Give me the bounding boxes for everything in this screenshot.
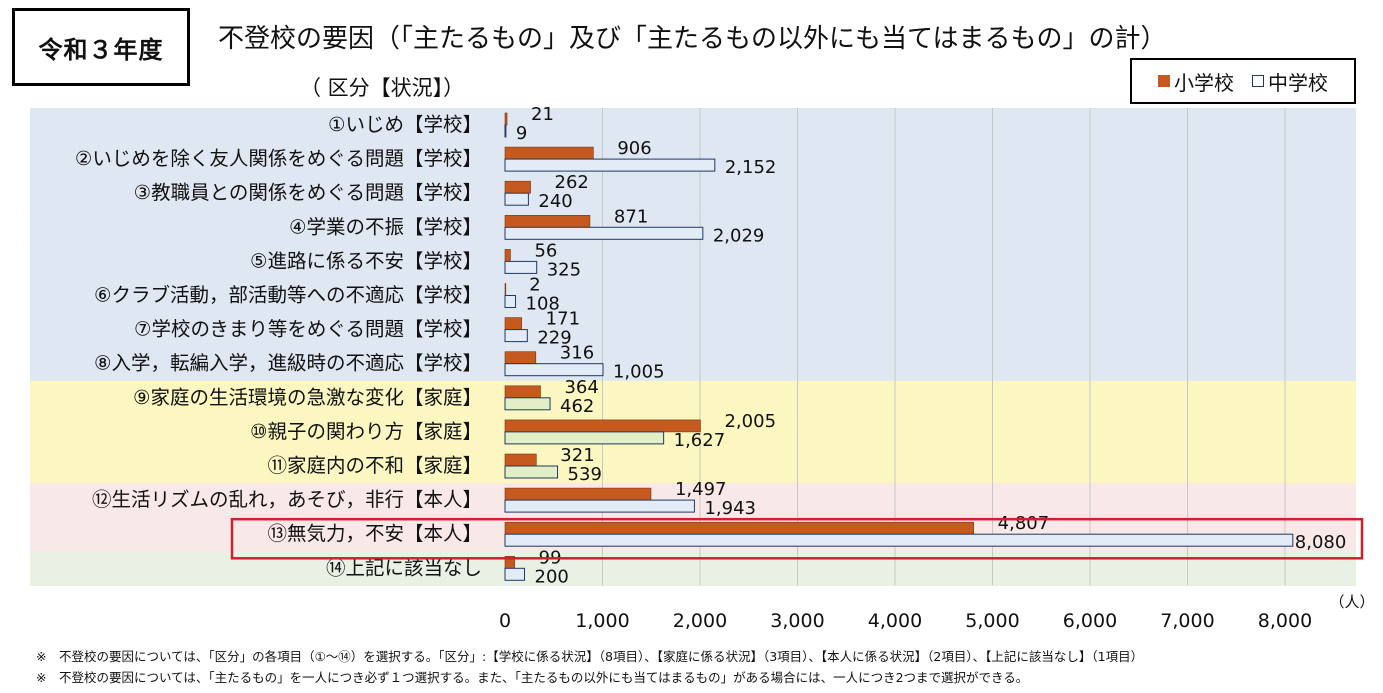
value-label-elementary-4: 871 — [614, 206, 648, 227]
value-label-elementary-9: 364 — [564, 377, 598, 398]
bar-junior-high-4 — [505, 227, 703, 239]
bar-elementary-7 — [505, 318, 522, 330]
band-school-5 — [30, 244, 1356, 279]
x-tick-label-6,000: 6,000 — [1063, 610, 1117, 632]
x-tick-label-1,000: 1,000 — [575, 610, 629, 632]
bar-chart: 2199062,1522622408712,029563252108171229… — [0, 0, 1383, 693]
category-bands — [30, 108, 1356, 586]
value-label-junior-high-9: 462 — [560, 396, 594, 417]
value-label-junior-high-3: 240 — [538, 191, 572, 212]
x-tick-label-4,000: 4,000 — [868, 610, 922, 632]
bar-junior-high-12 — [505, 500, 694, 512]
value-label-elementary-3: 262 — [555, 172, 589, 193]
band-school-1 — [30, 108, 1356, 143]
value-label-elementary-12: 1,497 — [675, 479, 727, 500]
bar-junior-high-1 — [505, 125, 506, 137]
x-tick-label-2,000: 2,000 — [673, 610, 727, 632]
bar-elementary-11 — [505, 454, 536, 466]
x-tick-label-0: 0 — [499, 610, 511, 632]
value-label-junior-high-10: 1,627 — [674, 430, 726, 451]
bar-elementary-12 — [505, 488, 651, 500]
bar-junior-high-10 — [505, 432, 664, 444]
bar-junior-high-11 — [505, 466, 558, 478]
category-label-2: ②いじめを除く友人関係をめぐる問題【学校】 — [75, 147, 482, 170]
value-label-elementary-11: 321 — [560, 445, 594, 466]
bar-junior-high-9 — [505, 398, 550, 410]
bar-elementary-8 — [505, 352, 536, 364]
category-label-8: ⑧入学，転編入学，進級時の不適応【学校】 — [94, 352, 482, 375]
category-label-9: ⑨家庭の生活環境の急激な変化【家庭】 — [133, 386, 482, 409]
category-label-3: ③教職員との関係をめぐる問題【学校】 — [134, 181, 482, 204]
bar-elementary-3 — [505, 181, 531, 193]
value-label-elementary-13: 4,807 — [998, 513, 1050, 534]
bar-elementary-10 — [505, 420, 700, 432]
value-label-junior-high-12: 1,943 — [704, 498, 756, 519]
value-label-elementary-5: 56 — [534, 240, 557, 261]
category-label-5: ⑤進路に係る不安【学校】 — [250, 249, 482, 272]
value-label-junior-high-11: 539 — [568, 464, 602, 485]
value-label-junior-high-2: 2,152 — [725, 157, 777, 178]
category-label-13: ⑬無気力，不安【本人】 — [267, 522, 482, 545]
bar-elementary-6 — [505, 284, 506, 296]
value-label-elementary-8: 316 — [560, 343, 594, 364]
bar-junior-high-14 — [505, 568, 525, 580]
bar-elementary-1 — [505, 113, 507, 125]
category-label-7: ⑦学校のきまり等をめぐる問題【学校】 — [134, 318, 482, 341]
bar-junior-high-3 — [505, 193, 528, 205]
value-label-elementary-2: 906 — [617, 138, 651, 159]
bar-elementary-5 — [505, 249, 510, 261]
footnote-1: ※ 不登校の要因については、「区分」の各項目（①～⑭）を選択する。「区分」:【学… — [36, 646, 1143, 667]
band-other-14 — [30, 551, 1356, 586]
value-label-junior-high-1: 9 — [516, 123, 527, 144]
x-tick-label-7,000: 7,000 — [1160, 610, 1214, 632]
footnotes: ※ 不登校の要因については、「区分」の各項目（①～⑭）を選択する。「区分」:【学… — [36, 646, 1143, 688]
value-label-elementary-6: 2 — [529, 275, 540, 296]
value-label-junior-high-8: 1,005 — [613, 362, 665, 383]
bar-elementary-9 — [505, 386, 540, 398]
bar-junior-high-5 — [505, 261, 537, 273]
x-tick-label-5,000: 5,000 — [965, 610, 1019, 632]
category-label-10: ⑩親子の関わり方【家庭】 — [250, 420, 482, 443]
bar-junior-high-6 — [505, 296, 516, 308]
value-label-junior-high-13: 8,080 — [1295, 532, 1347, 553]
category-label-4: ④学業の不振【学校】 — [289, 215, 482, 238]
bar-elementary-2 — [505, 147, 593, 159]
x-unit-label: （人） — [1329, 593, 1374, 611]
category-label-1: ①いじめ【学校】 — [328, 113, 482, 136]
category-label-12: ⑫生活リズムの乱れ，あそび，非行【本人】 — [92, 488, 482, 511]
value-label-elementary-7: 171 — [546, 309, 580, 330]
value-label-junior-high-4: 2,029 — [713, 225, 765, 246]
bar-elementary-13 — [505, 522, 974, 534]
value-label-junior-high-5: 325 — [547, 259, 581, 280]
x-tick-label-8,000: 8,000 — [1258, 610, 1312, 632]
bar-junior-high-8 — [505, 364, 603, 376]
x-axis: 0 1,000 2,000 3,000 4,000 5,000 6,000 7,000 8,00… — [499, 593, 1375, 632]
bar-junior-high-2 — [505, 159, 715, 171]
x-tick-label-3,000: 3,000 — [770, 610, 824, 632]
value-label-junior-high-14: 200 — [535, 566, 569, 587]
value-label-elementary-10: 2,005 — [724, 411, 776, 432]
bar-elementary-4 — [505, 215, 590, 227]
footnote-2: ※ 不登校の要因については、「主たるもの」を一人につき必ず１つ選択する。また、「… — [36, 667, 1143, 688]
category-label-6: ⑥クラブ活動，部活動等への不適応【学校】 — [94, 284, 482, 307]
bar-junior-high-7 — [505, 330, 527, 342]
bar-junior-high-13 — [505, 534, 1293, 546]
category-label-11: ⑪家庭内の不和【家庭】 — [267, 454, 482, 477]
value-label-elementary-1: 21 — [531, 104, 554, 125]
category-label-14: ⑭上記に該当なし — [326, 556, 482, 579]
